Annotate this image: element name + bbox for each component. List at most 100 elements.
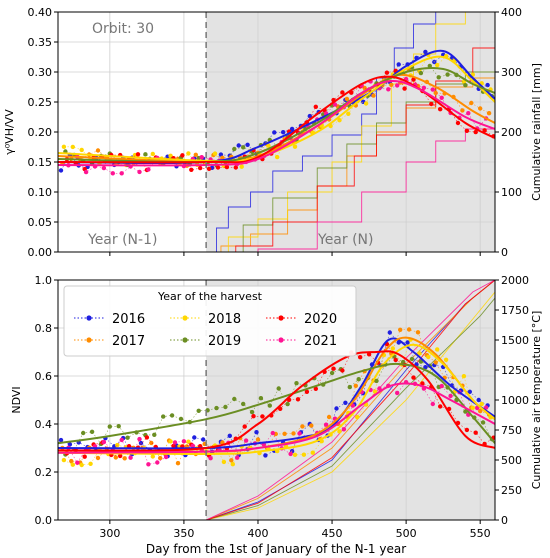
fit-line-2019 [58,362,495,445]
y-tick-label: 0.10 [28,186,53,199]
data-point-2019 [347,384,352,390]
data-point-2017 [406,327,412,332]
data-point-2017 [229,458,234,463]
data-point-2019 [232,146,237,152]
legend-entry-2021: 2021 [266,334,337,349]
data-point-2018 [363,101,369,106]
data-point-2020 [393,357,398,363]
data-point-2016 [263,453,268,458]
data-point-2018 [168,153,173,158]
data-point-2021 [110,171,116,176]
data-point-2020 [251,414,256,419]
data-point-2019 [169,413,175,418]
data-point-2016 [343,400,348,405]
y-tick-label: 0.30 [28,66,53,79]
data-point-2020 [473,129,478,135]
data-point-2019 [276,386,281,391]
data-point-2017 [415,330,421,335]
data-point-2020 [429,101,434,107]
data-point-2018 [470,405,475,410]
data-point-2017 [326,414,332,420]
data-point-2020 [82,454,87,459]
x-tick-label: 550 [470,527,491,540]
y-tick-label: 0.25 [28,96,53,109]
legend-label: 2019 [208,334,241,349]
legend-swatch-marker [86,337,92,343]
data-point-2021 [101,439,107,445]
y2-tick-label: 300 [501,66,522,79]
data-point-2018 [301,452,307,457]
y2-tick-label: 0 [501,246,508,259]
data-point-2016 [192,435,197,440]
data-point-2018 [79,462,84,468]
data-point-2018 [230,462,235,467]
data-point-2018 [239,164,244,169]
data-point-2020 [473,430,478,435]
data-point-2021 [119,437,124,443]
x-tick-label: 300 [99,527,120,540]
data-point-2020 [260,414,265,419]
ndvi-temperature-panel: 0.0 0.2 0.4 0.6 0.8 1.0 0 250 500 750 1000 1250 150… [10,274,543,556]
y2-tick-label: 1250 [501,364,529,377]
year-n-minus-1-annotation: Year (N-1) [87,232,157,248]
data-point-2019 [223,404,228,410]
data-point-2019 [241,145,246,150]
data-point-2020 [313,386,318,391]
rainfall-line-2016 [206,12,437,252]
data-point-2019 [445,72,450,77]
data-point-2020 [144,435,150,440]
y2-axis-label-top: Cumulative rainfall [mm] [530,63,543,201]
y2-tick-label: 400 [501,6,522,19]
data-point-2019 [374,378,379,384]
data-point-2017 [469,100,474,106]
data-point-2016 [272,130,277,135]
data-point-2021 [483,405,489,410]
data-point-2016 [387,330,392,335]
data-point-2019 [249,409,255,415]
data-point-2021 [235,455,240,460]
data-point-2020 [340,368,345,373]
data-point-2019 [89,429,95,434]
data-point-2020 [224,164,230,170]
data-point-2016 [281,130,286,135]
data-point-2021 [119,171,124,176]
data-point-2019 [214,405,219,411]
data-point-2018 [150,454,155,459]
data-point-2018 [61,457,67,463]
data-point-2018 [292,452,298,457]
data-point-2019 [409,356,415,362]
data-point-2020 [455,120,461,126]
y2-tick-label: 1500 [501,334,529,347]
data-point-2018 [346,111,351,117]
data-point-2017 [175,461,181,466]
data-point-2020 [358,355,363,360]
data-point-2017 [300,424,305,429]
data-point-2020 [180,153,185,158]
y-tick-label: 0.6 [35,370,53,383]
y-tick-label: 0.15 [28,156,53,169]
data-point-2017 [353,383,358,388]
data-point-2018 [417,351,422,356]
y-axis-label-bottom: NDVI [10,386,23,413]
data-point-2019 [258,396,264,401]
data-point-2021 [75,460,80,465]
data-point-2021 [128,455,133,460]
x-tick-label: 350 [173,527,194,540]
legend-label: 2021 [304,334,337,349]
data-point-2016 [201,437,206,442]
data-point-2020 [189,167,194,172]
data-point-2018 [221,459,227,465]
data-point-2018 [337,118,342,123]
data-point-2018 [275,154,280,160]
legend: Year of the harvest 2016 2017 2018 2019 2020… [63,285,357,357]
y2-tick-label: 1750 [501,304,529,317]
data-point-2021 [199,155,204,160]
data-point-2021 [83,169,89,175]
data-point-2020 [340,90,345,95]
x-ticks-bottom: 300 350 400 450 500 550 [99,520,491,540]
data-point-2021 [208,456,213,461]
data-point-2020 [313,104,318,110]
data-point-2018 [168,439,173,444]
data-point-2017 [95,148,101,153]
data-point-2018 [266,143,271,148]
